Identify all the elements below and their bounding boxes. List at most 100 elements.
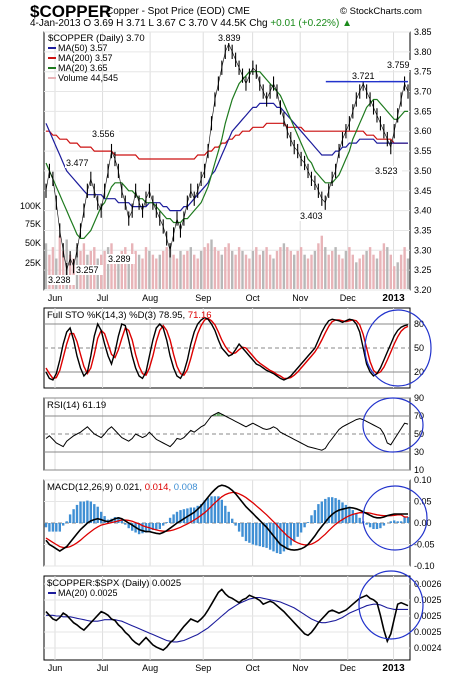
macd-histogram-bar <box>272 523 275 552</box>
volume-bar <box>344 250 348 289</box>
price-legend-label: MA(50) 3.57 <box>58 43 108 53</box>
volume-bar <box>286 247 289 289</box>
ratio-x-tick-Oct: Oct <box>246 663 261 673</box>
macd-histogram-bar <box>296 523 299 537</box>
volume-bar <box>72 258 75 289</box>
price-x-tick-Nov: Nov <box>292 293 309 303</box>
macd-histogram-bar <box>368 523 372 528</box>
macd-histogram-bar <box>251 523 255 545</box>
macd-histogram-bar <box>144 523 148 533</box>
volume-bar <box>289 250 292 289</box>
sto-y-tick: 50 <box>414 343 424 353</box>
volume-bar <box>58 235 61 289</box>
rsi-y-tick: 30 <box>414 447 424 457</box>
volume-bar <box>403 247 406 289</box>
macd-histogram-bar <box>86 500 89 523</box>
ratio-highlight-ellipse <box>358 570 424 640</box>
volume-bar <box>310 254 313 289</box>
volume-bar <box>51 247 55 289</box>
sto-d-line <box>45 317 409 380</box>
macd-histogram-bar <box>234 523 237 526</box>
price-panel <box>43 31 411 291</box>
volume-bar <box>103 250 106 289</box>
annotation-bg <box>374 166 402 176</box>
volume-bar <box>375 258 379 289</box>
macd-histogram-bar <box>58 523 61 532</box>
volume-bar <box>110 243 113 289</box>
volume-bar <box>141 258 144 289</box>
volume-bar <box>293 254 296 289</box>
ratio-x-tick-Dec: Dec <box>340 663 357 673</box>
volume-bar <box>341 258 344 289</box>
volume-bar <box>251 250 255 289</box>
volume-bar <box>193 254 196 289</box>
volume-bar <box>234 254 237 289</box>
price-annotation: 3.257 <box>76 265 99 275</box>
macd-histogram-bar <box>313 510 317 523</box>
price-legend-label: MA(200) 3.57 <box>58 53 113 63</box>
price-annotation: 3.289 <box>108 254 131 264</box>
macd-line <box>45 484 408 552</box>
ratio-legend-label: MA(20) 0.0025 <box>58 588 118 598</box>
macd-histogram-bar <box>96 506 99 523</box>
volume-bar <box>220 254 223 289</box>
macd-histogram-bar <box>162 523 165 526</box>
macd-histogram-bar <box>355 513 358 523</box>
quote-values: 4-Jan-2013 O 3.69 H 3.71 L 3.67 C 3.70 V… <box>30 18 271 29</box>
ratio-y-tick: 0.0026 <box>414 579 442 589</box>
copyright-notice: © StockCharts.com <box>340 6 422 17</box>
macd-histogram-bar <box>68 514 72 523</box>
annotation-bg <box>386 60 414 70</box>
price-annotation: 3.556 <box>92 129 115 139</box>
volume-bar <box>162 250 165 289</box>
sto-highlight-ellipse <box>364 309 432 387</box>
macd-histogram-bar <box>379 523 382 529</box>
volume-y-tick: 50K <box>25 238 41 248</box>
macd-histogram-bar <box>262 523 265 548</box>
macd-histogram-bar <box>165 522 168 523</box>
macd-signal-line <box>45 491 408 549</box>
macd-histogram-bar <box>351 510 354 523</box>
ratio-y-tick: 0.0024 <box>414 643 442 653</box>
annotation-bg <box>75 265 103 275</box>
sto-k-line <box>45 316 409 381</box>
macd-histogram-bar <box>299 523 303 533</box>
price-y-tick: 3.30 <box>414 245 432 255</box>
macd-histogram-bar <box>306 522 310 523</box>
volume-bar <box>306 258 310 289</box>
volume-bar <box>227 243 230 289</box>
volume-bar <box>358 258 361 289</box>
price-annotation: 3.477 <box>66 158 89 168</box>
volume-bar <box>144 247 148 289</box>
volume-y-tick: 25K <box>25 258 41 268</box>
volume-bar <box>382 243 386 289</box>
ratio-y-tick: 0.0025 <box>414 627 442 637</box>
price-legend-label: MA(20) 3.65 <box>58 63 108 73</box>
macd-histogram-bar <box>275 523 279 554</box>
price-y-tick: 3.85 <box>414 27 432 37</box>
macd-histogram-bar <box>182 509 186 523</box>
volume-bar <box>372 254 375 289</box>
volume-bar <box>224 247 227 289</box>
ratio-x-tick-Aug: Aug <box>142 663 158 673</box>
volume-bar <box>179 250 182 289</box>
volume-bar <box>44 243 48 289</box>
annotation-bg <box>47 275 75 285</box>
macd-histogram-bar <box>344 504 348 523</box>
macd-histogram-bar <box>89 501 92 523</box>
macd-histogram-bar <box>220 499 223 523</box>
annotation-bg <box>217 33 245 43</box>
volume-bar <box>158 254 161 289</box>
ma20-line <box>45 71 408 239</box>
price-y-tick: 3.40 <box>414 206 432 216</box>
volume-bar <box>62 250 65 289</box>
volume-bar <box>210 239 213 289</box>
volume-bar <box>399 254 403 289</box>
volume-bar <box>324 247 327 289</box>
price-annotation: 3.721 <box>352 71 375 81</box>
volume-bar <box>151 254 155 289</box>
volume-bar <box>124 247 127 289</box>
price-y-tick: 3.45 <box>414 186 432 196</box>
price-y-tick: 3.20 <box>414 285 432 295</box>
